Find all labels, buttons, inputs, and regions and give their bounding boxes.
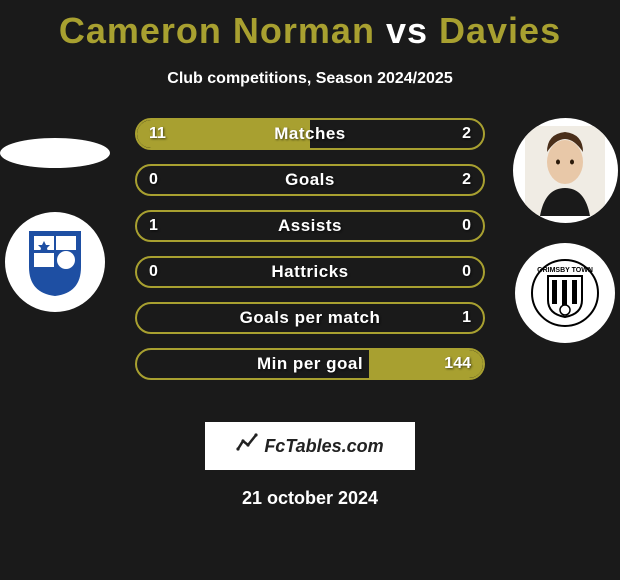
- chart-icon: [236, 433, 258, 459]
- grimsby-town-crest-icon: GRIMSBY TOWN: [530, 258, 600, 328]
- stat-row-assists: 1 Assists 0: [135, 210, 485, 242]
- svg-text:GRIMSBY TOWN: GRIMSBY TOWN: [537, 267, 593, 274]
- tranmere-rovers-crest-icon: [20, 227, 90, 297]
- stat-label: Goals: [137, 166, 483, 194]
- stat-value-right: 0: [462, 212, 471, 240]
- source-badge: FcTables.com: [205, 422, 415, 470]
- stat-label: Matches: [137, 120, 483, 148]
- comparison-title: Cameron Norman vs Davies: [0, 0, 620, 52]
- stat-value-right: 0: [462, 258, 471, 286]
- stats-container: 11 Matches 2 0 Goals 2 1 Assists 0 0 Hat…: [135, 118, 485, 394]
- stat-label: Assists: [137, 212, 483, 240]
- stat-row-goals-per-match: Goals per match 1: [135, 302, 485, 334]
- stat-label: Goals per match: [137, 304, 483, 332]
- source-text: FcTables.com: [264, 436, 383, 457]
- stat-label: Hattricks: [137, 258, 483, 286]
- left-column: [0, 118, 110, 312]
- stat-value-right: 2: [462, 120, 471, 148]
- right-column: GRIMSBY TOWN: [510, 118, 620, 343]
- content-area: GRIMSBY TOWN 11 Matches 2 0 Goals 2: [0, 118, 620, 408]
- stat-label: Min per goal: [137, 350, 483, 378]
- stat-row-hattricks: 0 Hattricks 0: [135, 256, 485, 288]
- player2-photo: [513, 118, 618, 223]
- stat-value-right: 2: [462, 166, 471, 194]
- club1-badge: [5, 212, 105, 312]
- stat-row-min-per-goal: Min per goal 144: [135, 348, 485, 380]
- player1-photo: [0, 138, 110, 168]
- club2-badge: GRIMSBY TOWN: [515, 243, 615, 343]
- player2-name: Davies: [439, 10, 561, 51]
- stat-value-right: 144: [444, 350, 471, 378]
- vs-separator: vs: [386, 10, 428, 51]
- stat-row-matches: 11 Matches 2: [135, 118, 485, 150]
- player1-name: Cameron Norman: [59, 10, 375, 51]
- stat-value-right: 1: [462, 304, 471, 332]
- stat-row-goals: 0 Goals 2: [135, 164, 485, 196]
- footer-date: 21 october 2024: [0, 488, 620, 509]
- subtitle: Club competitions, Season 2024/2025: [0, 70, 620, 88]
- player-headshot-icon: [525, 126, 605, 216]
